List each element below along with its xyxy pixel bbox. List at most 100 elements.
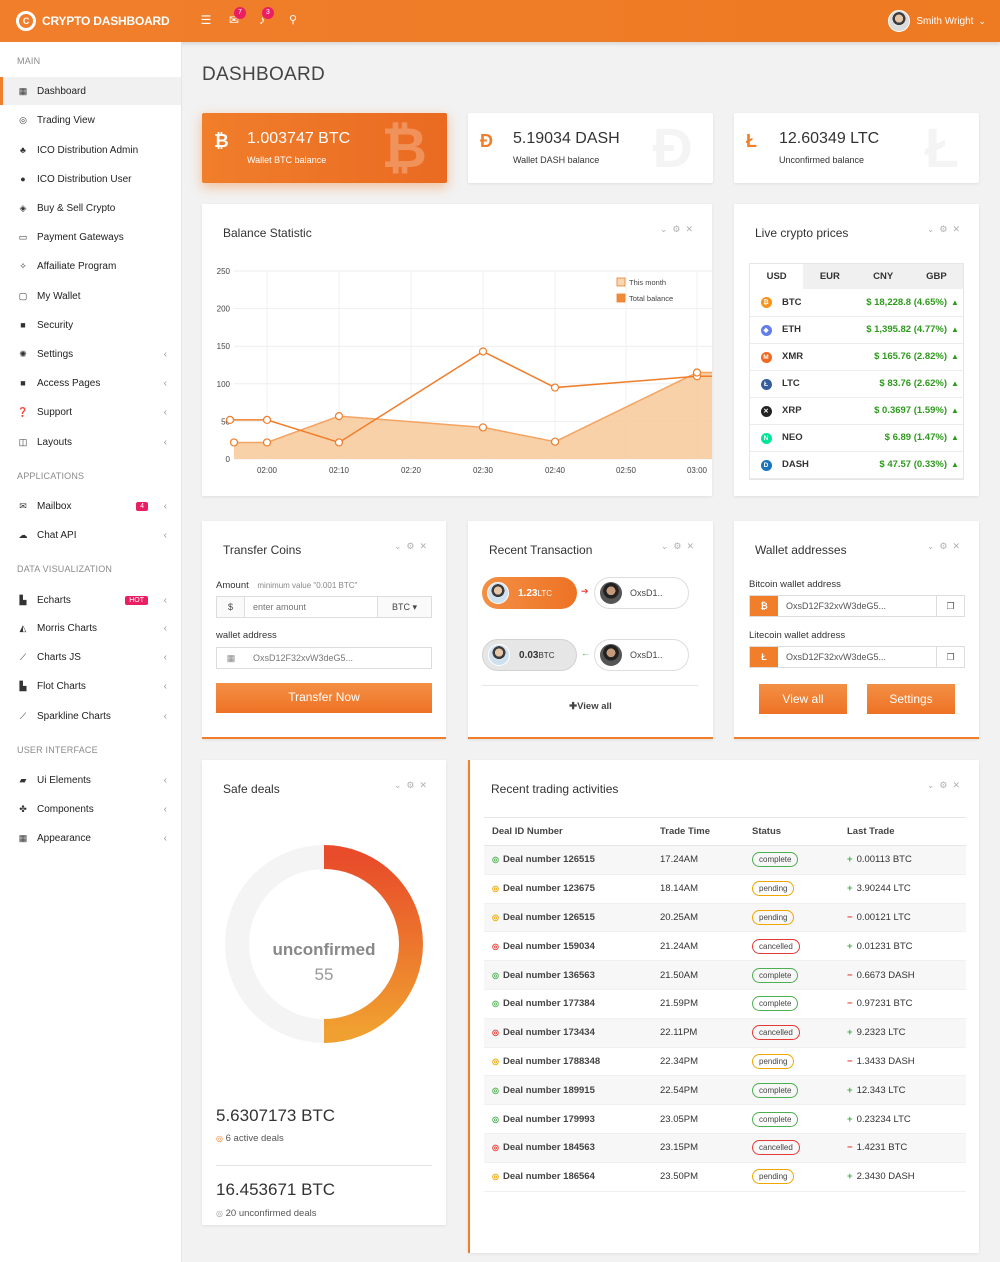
sidebar-item-support[interactable]: ❓ Support ‹: [0, 398, 181, 426]
close-icon[interactable]: ✕: [952, 780, 965, 790]
amount-input[interactable]: [245, 602, 377, 612]
table-row[interactable]: ◎ Deal number 126515 20.25AM pending −0.0012…: [484, 903, 966, 933]
sidebar-item-charts-js[interactable]: ⟋ Charts JS ‹: [0, 643, 181, 671]
search-icon[interactable]: ⚲: [288, 14, 298, 26]
app-logo[interactable]: C CRYPTO DASHBOARD: [16, 10, 170, 32]
tab-gbp[interactable]: GBP: [926, 271, 947, 282]
table-row[interactable]: ◎ Deal number 123675 18.14AM pending +3.9024…: [484, 874, 966, 904]
transaction-item[interactable]: 0.03BTC ← OxsD1..: [482, 639, 702, 671]
sidebar-item-ui-elements[interactable]: ▰ Ui Elements ‹: [0, 766, 181, 794]
close-icon[interactable]: ✕: [685, 224, 698, 234]
tab-usd[interactable]: USD: [750, 264, 804, 289]
sidebar-item-layouts[interactable]: ◫ Layouts ‹: [0, 428, 181, 456]
table-row[interactable]: ◎ Deal number 189915 22.54PM complete +12.34…: [484, 1075, 966, 1106]
sidebar-item-dashboard[interactable]: ▦ Dashboard: [0, 77, 181, 105]
gear-icon[interactable]: ⚙: [939, 224, 953, 234]
sidebar-item-settings[interactable]: ✺ Settings ‹: [0, 340, 181, 368]
price-row[interactable]: ✕ XRP $ 0.3697 (1.59%) ▲: [750, 397, 963, 425]
price-row[interactable]: ◆ ETH $ 1,395.82 (4.77%) ▲: [750, 316, 963, 344]
collapse-icon[interactable]: ⌄: [393, 780, 407, 790]
collapse-icon[interactable]: ⌄: [660, 541, 674, 551]
price-row[interactable]: N NEO $ 6.89 (1.47%) ▲: [750, 424, 963, 452]
table-row[interactable]: ◎ Deal number 184563 23.15PM cancelled −1.42…: [484, 1133, 966, 1163]
sidebar-item-access-pages[interactable]: ■ Access Pages ‹: [0, 369, 181, 397]
close-icon[interactable]: ✕: [952, 541, 965, 551]
ltc-balance-card[interactable]: Ł 12.60349 LTC Unconfirmed balance Ł: [734, 113, 979, 183]
close-icon[interactable]: ✕: [686, 541, 699, 551]
btc-balance-card[interactable]: ₿ 1.003747 BTC Wallet BTC balance ₿: [202, 113, 447, 183]
copy-icon[interactable]: ❐: [936, 596, 964, 616]
sidebar-item-buy-sell-crypto[interactable]: ◈ Buy & Sell Crypto: [0, 194, 181, 222]
table-row[interactable]: ◎ Deal number 136563 21.50AM complete −0.667…: [484, 960, 966, 990]
card-tools[interactable]: ⌄⚙✕: [660, 224, 698, 235]
table-row[interactable]: ◎ Deal number 1788348 22.34PM pending −1.343…: [484, 1047, 966, 1077]
table-row[interactable]: ◎ Deal number 186564 23.50PM pending +2.3430…: [484, 1162, 966, 1192]
close-icon[interactable]: ✕: [419, 780, 432, 790]
sidebar-item-ico-distribution-admin[interactable]: ♣ ICO Distribution Admin: [0, 136, 181, 164]
card-tools[interactable]: ⌄⚙✕: [394, 780, 432, 791]
menu-toggle-icon[interactable]: ☰: [200, 13, 212, 27]
sidebar-item-components[interactable]: ✤ Components ‹: [0, 795, 181, 823]
close-icon[interactable]: ✕: [952, 224, 965, 234]
sidebar-item-trading-view[interactable]: ◎ Trading View: [0, 106, 181, 134]
tab-cny[interactable]: CNY: [873, 271, 894, 282]
btc-wallet-field[interactable]: ₿ OxsD12F32xvW3deG5... ❐: [749, 595, 965, 617]
column-header[interactable]: Deal ID Number: [492, 826, 563, 837]
table-row[interactable]: ◎ Deal number 173434 22.11PM cancelled +9.23…: [484, 1018, 966, 1048]
dash-balance-card[interactable]: Đ 5.19034 DASH Wallet DASH balance Đ: [468, 113, 713, 183]
coin-select[interactable]: BTC ▾: [377, 597, 431, 617]
copy-icon[interactable]: ❐: [936, 647, 964, 667]
ltc-wallet-field[interactable]: Ł OxsD12F32xvW3deG5... ❐: [749, 646, 965, 668]
tab-eur[interactable]: EUR: [819, 271, 840, 282]
gear-icon[interactable]: ⚙: [939, 780, 953, 790]
mail-icon[interactable]: ✉ 7: [226, 7, 246, 29]
view-all-button[interactable]: View all: [759, 684, 847, 714]
sidebar-item-echarts[interactable]: ▙ Echarts HOT ‹: [0, 586, 181, 614]
sidebar-item-appearance[interactable]: ▦ Appearance ‹: [0, 824, 181, 852]
sidebar-item-security[interactable]: ■ Security: [0, 311, 181, 339]
collapse-icon[interactable]: ⌄: [393, 541, 407, 551]
card-tools[interactable]: ⌄⚙✕: [661, 541, 699, 552]
settings-button[interactable]: Settings: [867, 684, 955, 714]
transaction-item[interactable]: 1.23LTC ➔ OxsD1..: [482, 577, 702, 609]
price-row[interactable]: Ł LTC $ 83.76 (2.62%) ▲: [750, 370, 963, 398]
table-row[interactable]: ◎ Deal number 126515 17.24AM complete +0.001…: [484, 845, 966, 875]
column-header[interactable]: Last Trade: [847, 826, 895, 837]
price-row[interactable]: ₿ BTC $ 18,228.8 (4.65%) ▲: [750, 289, 963, 317]
collapse-icon[interactable]: ⌄: [659, 224, 673, 234]
card-tools[interactable]: ⌄⚙✕: [927, 541, 965, 552]
card-tools[interactable]: ⌄⚙✕: [394, 541, 432, 552]
column-header[interactable]: Status: [752, 826, 782, 837]
column-header[interactable]: Trade Time: [660, 826, 710, 837]
sidebar-item-morris-charts[interactable]: ◭ Morris Charts ‹: [0, 614, 181, 642]
gear-icon[interactable]: ⚙: [672, 224, 686, 234]
sidebar-item-ico-distribution-user[interactable]: ● ICO Distribution User: [0, 165, 181, 193]
sidebar-item-payment-gateways[interactable]: ▭ Payment Gateways: [0, 223, 181, 251]
transfer-now-button[interactable]: Transfer Now: [216, 683, 432, 713]
gear-icon[interactable]: ⚙: [406, 541, 420, 551]
gear-icon[interactable]: ⚙: [406, 780, 420, 790]
price-row[interactable]: D DASH $ 47.57 (0.33%) ▲: [750, 451, 963, 479]
bell-icon[interactable]: ♪ 3: [254, 7, 274, 29]
close-icon[interactable]: ✕: [419, 541, 432, 551]
sidebar-item-my-wallet[interactable]: ▢ My Wallet: [0, 282, 181, 310]
wallet-address-field[interactable]: ▦ OxsD12F32xvW3deG5...: [216, 647, 432, 669]
sidebar-item-affailiate-program[interactable]: ✧ Affailiate Program: [0, 252, 181, 280]
sidebar-item-flot-charts[interactable]: ▙ Flot Charts ‹: [0, 672, 181, 700]
table-row[interactable]: ◎ Deal number 177384 21.59PM complete −0.972…: [484, 989, 966, 1019]
collapse-icon[interactable]: ⌄: [926, 224, 940, 234]
user-menu[interactable]: Smith Wright ⌄: [888, 10, 986, 32]
table-row[interactable]: ◎ Deal number 179993 23.05PM complete +0.232…: [484, 1104, 966, 1134]
collapse-icon[interactable]: ⌄: [926, 541, 940, 551]
view-all-link[interactable]: ✚View all: [569, 701, 612, 712]
card-tools[interactable]: ⌄⚙✕: [927, 224, 965, 235]
sidebar-item-sparkline-charts[interactable]: ⟋ Sparkline Charts ‹: [0, 702, 181, 730]
price-row[interactable]: M XMR $ 165.76 (2.82%) ▲: [750, 343, 963, 371]
gear-icon[interactable]: ⚙: [673, 541, 687, 551]
sidebar-item-chat-api[interactable]: ☁ Chat API ‹: [0, 521, 181, 549]
gear-icon[interactable]: ⚙: [939, 541, 953, 551]
sidebar-item-mailbox[interactable]: ✉ Mailbox 4 ‹: [0, 492, 181, 520]
table-row[interactable]: ◎ Deal number 159034 21.24AM cancelled +0.01…: [484, 931, 966, 962]
card-tools[interactable]: ⌄⚙✕: [927, 780, 965, 791]
collapse-icon[interactable]: ⌄: [926, 780, 940, 790]
